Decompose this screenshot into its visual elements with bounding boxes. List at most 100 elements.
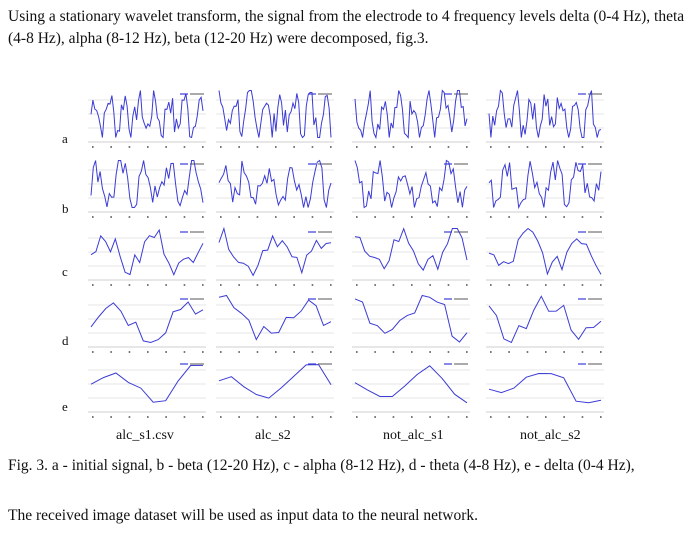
- tick-mark: [293, 284, 295, 286]
- tick-mark: [600, 216, 602, 218]
- signal-line: [218, 159, 332, 208]
- row-label-c: c: [62, 264, 68, 279]
- tick-mark: [526, 146, 529, 148]
- legend-text: [318, 93, 332, 95]
- tick-mark: [563, 351, 565, 353]
- tick-mark: [392, 216, 395, 218]
- subplot-b-2: [216, 159, 334, 218]
- tick-mark: [356, 216, 358, 218]
- tick-mark: [330, 284, 332, 286]
- signal-line: [354, 294, 468, 343]
- legend-text: [318, 363, 332, 365]
- tick-mark: [490, 351, 492, 353]
- tick-mark: [526, 416, 529, 418]
- tick-mark: [183, 216, 186, 218]
- subplot-b-3: [352, 159, 470, 218]
- legend-text: [318, 231, 332, 233]
- tick-mark: [600, 416, 602, 418]
- subplot-b-4: [486, 160, 604, 218]
- tick-mark: [311, 146, 314, 148]
- tick-mark: [238, 351, 240, 353]
- signal-line: [90, 160, 204, 208]
- tick-mark: [526, 284, 529, 286]
- tick-mark: [256, 416, 259, 418]
- figure-caption: Fig. 3. a - initial signal, b - beta (12…: [8, 457, 635, 474]
- subplot-b-1: [88, 160, 206, 218]
- legend-text: [190, 163, 204, 165]
- tick-mark: [330, 416, 332, 418]
- legend-text: [588, 231, 602, 233]
- tick-mark: [545, 284, 547, 286]
- tick-mark: [563, 146, 565, 148]
- tick-mark: [411, 146, 413, 148]
- tick-mark: [293, 146, 295, 148]
- tick-mark: [429, 146, 431, 148]
- signal-line: [218, 294, 332, 341]
- tick-mark: [110, 146, 112, 148]
- tick-mark: [581, 351, 584, 353]
- tick-mark: [275, 416, 277, 418]
- tick-mark: [147, 351, 149, 353]
- tick-mark: [128, 284, 131, 286]
- tick-mark: [220, 284, 222, 286]
- tick-mark: [356, 146, 358, 148]
- tick-mark: [330, 146, 332, 148]
- tick-mark: [128, 351, 131, 353]
- tick-mark: [128, 416, 131, 418]
- tick-mark: [411, 351, 413, 353]
- tick-mark: [374, 416, 376, 418]
- tick-mark: [392, 416, 395, 418]
- signal-line: [488, 295, 602, 344]
- tick-mark: [411, 284, 413, 286]
- tick-mark: [238, 216, 240, 218]
- signal-line: [90, 364, 204, 403]
- tick-mark: [293, 216, 295, 218]
- tick-mark: [165, 351, 167, 353]
- tick-mark: [311, 351, 314, 353]
- tick-mark: [128, 216, 131, 218]
- legend-text: [318, 298, 332, 300]
- tick-mark: [411, 416, 413, 418]
- tick-mark: [256, 146, 259, 148]
- tick-mark: [392, 351, 395, 353]
- subplot-d-2: [216, 294, 334, 353]
- tick-mark: [447, 216, 450, 218]
- intro-paragraph: Using a stationary wavelet transform, th…: [8, 8, 685, 47]
- tick-mark: [545, 146, 547, 148]
- tick-mark: [508, 146, 510, 148]
- subplot-a-1: [88, 90, 206, 148]
- tick-mark: [275, 146, 277, 148]
- tick-mark: [490, 146, 492, 148]
- legend-text: [190, 298, 204, 300]
- tick-mark: [220, 146, 222, 148]
- legend-text: [588, 298, 602, 300]
- subplot-c-3: [352, 227, 470, 286]
- tick-mark: [429, 351, 431, 353]
- signal-line: [354, 227, 468, 272]
- tick-mark: [165, 284, 167, 286]
- signal-line: [488, 160, 602, 210]
- tick-mark: [183, 416, 186, 418]
- subplot-a-3: [352, 89, 470, 148]
- subplot-a-4: [486, 89, 604, 148]
- tick-mark: [311, 284, 314, 286]
- tick-mark: [110, 284, 112, 286]
- tick-mark: [238, 146, 240, 148]
- tick-mark: [202, 416, 204, 418]
- signal-line: [90, 301, 204, 344]
- tick-mark: [147, 146, 149, 148]
- signal-line: [354, 89, 468, 140]
- tick-mark: [147, 416, 149, 418]
- legend-text: [454, 298, 468, 300]
- tick-mark: [545, 216, 547, 218]
- tick-mark: [256, 284, 259, 286]
- tick-mark: [429, 216, 431, 218]
- tick-mark: [356, 416, 358, 418]
- row-label-b: b: [62, 201, 69, 216]
- tick-mark: [165, 146, 167, 148]
- tick-mark: [330, 216, 332, 218]
- tick-mark: [256, 216, 259, 218]
- tick-mark: [202, 284, 204, 286]
- legend-text: [454, 231, 468, 233]
